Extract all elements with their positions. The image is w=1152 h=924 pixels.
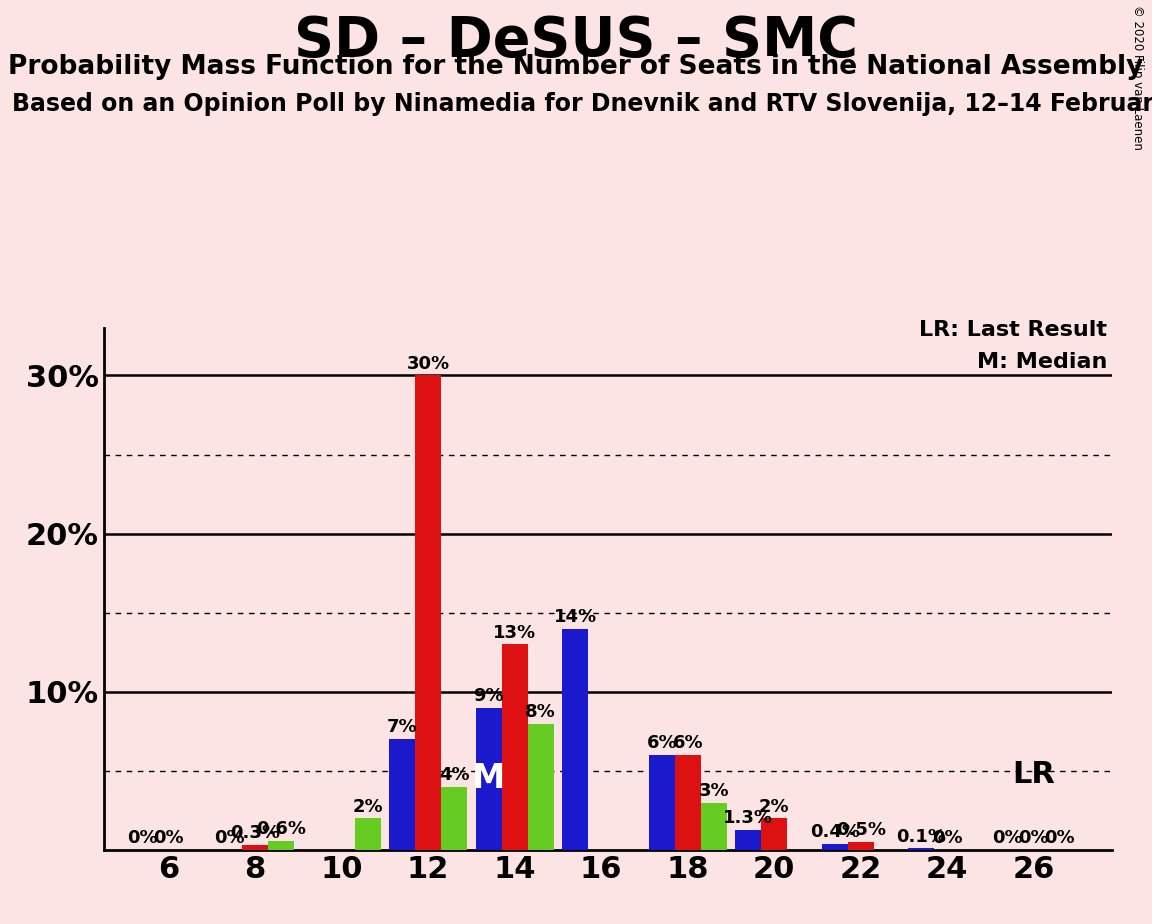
Bar <box>562 628 589 850</box>
Text: 0%: 0% <box>932 829 963 847</box>
Bar <box>415 375 441 850</box>
Bar <box>735 830 761 850</box>
Text: LR: Last Result: LR: Last Result <box>919 320 1107 340</box>
Text: © 2020 Filip van Laenen: © 2020 Filip van Laenen <box>1131 5 1144 150</box>
Text: 0%: 0% <box>1018 829 1049 847</box>
Text: M: Median: M: Median <box>977 352 1107 371</box>
Bar <box>761 819 787 850</box>
Text: 0%: 0% <box>1045 829 1075 847</box>
Text: 0%: 0% <box>128 829 158 847</box>
Text: Probability Mass Function for the Number of Seats in the National Assembly: Probability Mass Function for the Number… <box>8 54 1144 79</box>
Text: 0.6%: 0.6% <box>256 820 306 838</box>
Text: 2%: 2% <box>759 797 789 816</box>
Text: M: M <box>472 762 506 796</box>
Bar <box>649 755 675 850</box>
Text: LR: LR <box>1013 760 1055 789</box>
Bar <box>441 787 467 850</box>
Text: 2%: 2% <box>353 797 382 816</box>
Text: 3%: 3% <box>698 782 729 800</box>
Text: 14%: 14% <box>554 608 597 626</box>
Text: 6%: 6% <box>646 735 677 752</box>
Text: 0%: 0% <box>153 829 184 847</box>
Text: 0.5%: 0.5% <box>835 821 886 839</box>
Text: 8%: 8% <box>525 702 556 721</box>
Bar <box>476 708 501 850</box>
Bar <box>268 841 294 850</box>
Text: Based on an Opinion Poll by Ninamedia for Dnevnik and RTV Slovenija, 12–14 Febru: Based on an Opinion Poll by Ninamedia fo… <box>12 92 1152 116</box>
Text: SD – DeSUS – SMC: SD – DeSUS – SMC <box>294 14 858 67</box>
Text: 7%: 7% <box>387 719 417 736</box>
Text: 0%: 0% <box>993 829 1023 847</box>
Bar <box>675 755 700 850</box>
Bar <box>501 644 528 850</box>
Text: 13%: 13% <box>493 624 536 641</box>
Text: 1.3%: 1.3% <box>723 808 773 827</box>
Text: 4%: 4% <box>439 766 469 784</box>
Text: 6%: 6% <box>673 735 703 752</box>
Text: 0%: 0% <box>214 829 244 847</box>
Bar <box>908 848 934 850</box>
Bar <box>242 845 268 850</box>
Text: 9%: 9% <box>473 687 505 705</box>
Bar <box>821 844 848 850</box>
Text: 0.4%: 0.4% <box>810 823 859 841</box>
Text: 0.1%: 0.1% <box>896 828 946 845</box>
Text: 30%: 30% <box>407 355 449 372</box>
Bar <box>848 842 873 850</box>
Bar <box>700 803 727 850</box>
Text: 0.3%: 0.3% <box>230 824 280 843</box>
Bar <box>355 819 380 850</box>
Bar <box>528 723 554 850</box>
Bar <box>389 739 415 850</box>
